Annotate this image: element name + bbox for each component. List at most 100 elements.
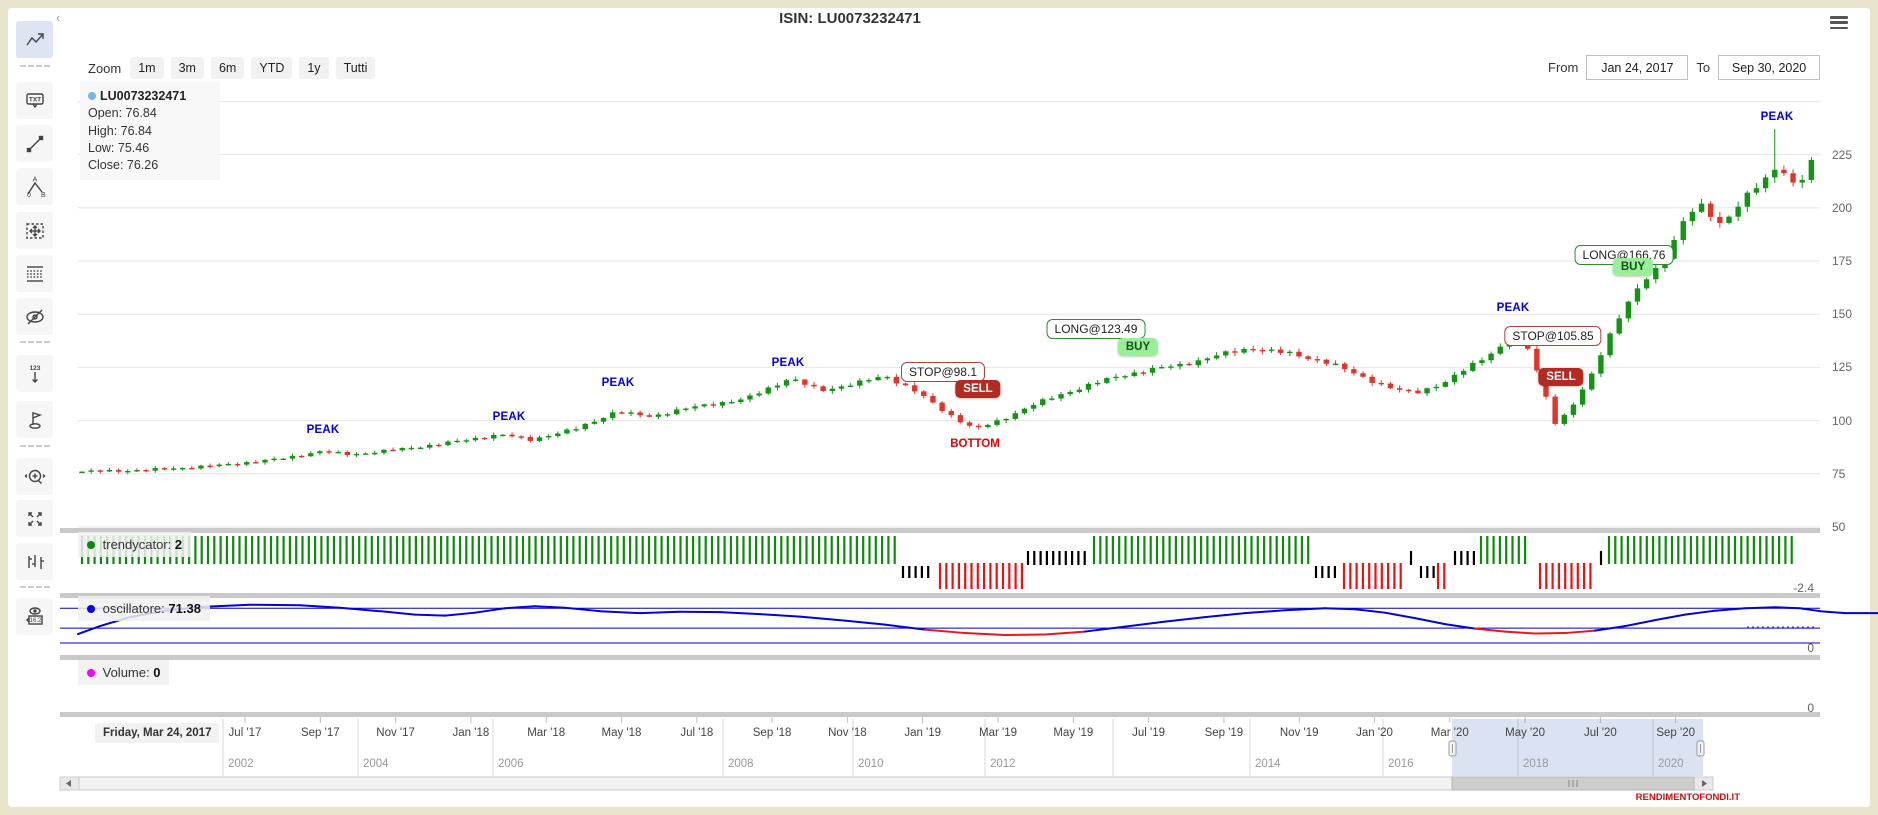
panel-separator <box>60 712 1820 717</box>
month-axis-label: Mar '20 <box>1430 727 1469 739</box>
panel-separator <box>60 528 1820 533</box>
trend-line-icon[interactable] <box>16 125 53 162</box>
month-axis-label: May '19 <box>1053 727 1094 739</box>
month-axis-label: Nov '19 <box>1279 727 1319 739</box>
svg-text:123: 123 <box>29 365 40 372</box>
navigator-year-label: 2020 <box>1658 758 1684 770</box>
chart-panel <box>8 8 1870 807</box>
series-name: LU0073232471 <box>100 89 187 103</box>
ohlc-tooltip: LU0073232471 Open: 76.84 High: 76.84 Low… <box>80 82 220 181</box>
zoom-button-6m[interactable]: 6m <box>210 57 245 79</box>
month-axis-label: Sep '19 <box>1204 727 1244 739</box>
series-type-icon[interactable] <box>16 543 53 580</box>
navigator[interactable] <box>222 719 1705 776</box>
buy-signal-badge: BUY <box>1117 338 1159 356</box>
svg-text:0: 0 <box>27 192 31 199</box>
long-annotation: LONG@123.49 <box>1046 319 1146 339</box>
high-value: High: 76.84 <box>88 123 152 138</box>
to-date-input[interactable] <box>1718 55 1821 80</box>
full-screen-icon[interactable] <box>16 500 53 537</box>
from-label: From <box>1548 60 1579 75</box>
navigator-right-handle[interactable] <box>1696 740 1705 757</box>
trendycator-value: 2 <box>174 537 183 552</box>
price-gridlines <box>78 100 1820 528</box>
indicators-icon[interactable] <box>16 21 53 58</box>
peak-label: PEAK <box>1760 111 1794 123</box>
zoom-in-icon[interactable] <box>16 458 53 495</box>
current-price-icon[interactable]: 16.2 <box>16 598 53 635</box>
collapse-toolbar-icon[interactable]: ‹ <box>56 10 61 25</box>
month-axis-label: Nov '17 <box>376 727 415 739</box>
date-range-controls: From To <box>1548 55 1821 80</box>
month-axis-label: Jan '19 <box>904 727 942 739</box>
bottom-label: BOTTOM <box>950 438 1000 450</box>
zoom-button-1y[interactable]: 1y <box>299 57 329 79</box>
trendycator-dot-icon <box>87 541 95 549</box>
month-axis-label: May '18 <box>601 727 642 739</box>
flag-icon[interactable] <box>16 401 53 438</box>
month-axis-label: Jan '20 <box>1356 727 1393 739</box>
price-axis-label: 225 <box>1832 147 1853 162</box>
zoom-button-3m[interactable]: 3m <box>170 57 204 79</box>
low-value: Low: 75.46 <box>88 140 150 155</box>
toolbar-separator <box>20 341 50 343</box>
navigator-year-label: 2006 <box>498 758 524 770</box>
month-axis-label: Sep '20 <box>1656 727 1696 739</box>
fibonacci-icon[interactable] <box>16 255 53 292</box>
trendycator-legend: trendycator: 2 <box>78 532 192 557</box>
price-axis-label: 150 <box>1832 307 1853 322</box>
peak-label: PEAK <box>306 424 340 436</box>
toolbar-separator <box>20 65 50 67</box>
elliott-wave-icon[interactable]: A 0 B <box>16 168 53 205</box>
annotation-text-icon[interactable]: TXT <box>16 82 53 119</box>
candlestick-series <box>79 129 1815 474</box>
svg-text:A: A <box>32 176 37 183</box>
vertical-counter-icon[interactable]: 123 <box>16 355 53 392</box>
from-date-input[interactable] <box>1586 55 1689 80</box>
chart-scrollbar[interactable] <box>59 776 1714 791</box>
volume-legend: Volume: 0 <box>78 660 170 685</box>
navigator-year-label: 2014 <box>1255 758 1281 770</box>
month-axis-label: Jan '18 <box>452 727 490 739</box>
month-axis-label: Nov '18 <box>828 727 867 739</box>
oscillator-dot-icon <box>87 605 95 613</box>
stop-annotation: STOP@105.85 <box>1504 326 1602 346</box>
month-axis-label: Jul '20 <box>1583 727 1617 739</box>
to-label: To <box>1696 60 1711 75</box>
peak-label: PEAK <box>1496 302 1530 314</box>
navigator-year-label: 2016 <box>1388 758 1414 770</box>
zoom-button-1m[interactable]: 1m <box>130 57 164 79</box>
oscillator-axis-label: 0 <box>1807 641 1814 655</box>
volume-axis-label: 0 <box>1807 701 1814 715</box>
oscillator-label: oscillatore: <box>102 601 165 616</box>
price-axis-label: 125 <box>1832 360 1853 375</box>
month-axis-label: Jul '17 <box>228 727 262 739</box>
trendycator-series <box>80 536 1793 589</box>
measure-icon[interactable] <box>16 212 53 249</box>
navigator-selection[interactable] <box>1452 719 1703 776</box>
navigator-year-label: 2010 <box>858 758 884 770</box>
svg-text:TXT: TXT <box>28 96 40 103</box>
export-menu-icon[interactable] <box>1830 16 1848 30</box>
trendycator-label: trendycator: <box>102 537 172 552</box>
price-axis-label: 175 <box>1832 254 1853 268</box>
series-dot-icon <box>88 92 96 100</box>
panel-separator <box>60 655 1820 660</box>
panel-separator <box>60 593 1820 598</box>
price-axis-label: 50 <box>1832 520 1846 534</box>
volume-dot-icon <box>87 669 95 677</box>
navigator-left-handle[interactable] <box>1448 740 1457 757</box>
zoom-button-tutti[interactable]: Tutti <box>335 57 376 79</box>
close-value: Close: 76.26 <box>88 158 159 172</box>
open-value: Open: 76.84 <box>88 106 157 121</box>
price-axis-label: 100 <box>1832 413 1853 428</box>
svg-text:16.2: 16.2 <box>29 618 41 624</box>
svg-text:B: B <box>41 192 46 199</box>
stop-annotation: STOP@98.1 <box>901 362 985 382</box>
volume-value: 0 <box>153 665 161 680</box>
zoom-controls: Zoom 1m 3m 6m YTD 1y Tutti <box>88 57 376 79</box>
toggle-annotations-icon[interactable] <box>16 298 53 335</box>
zoom-button-ytd[interactable]: YTD <box>251 57 293 79</box>
